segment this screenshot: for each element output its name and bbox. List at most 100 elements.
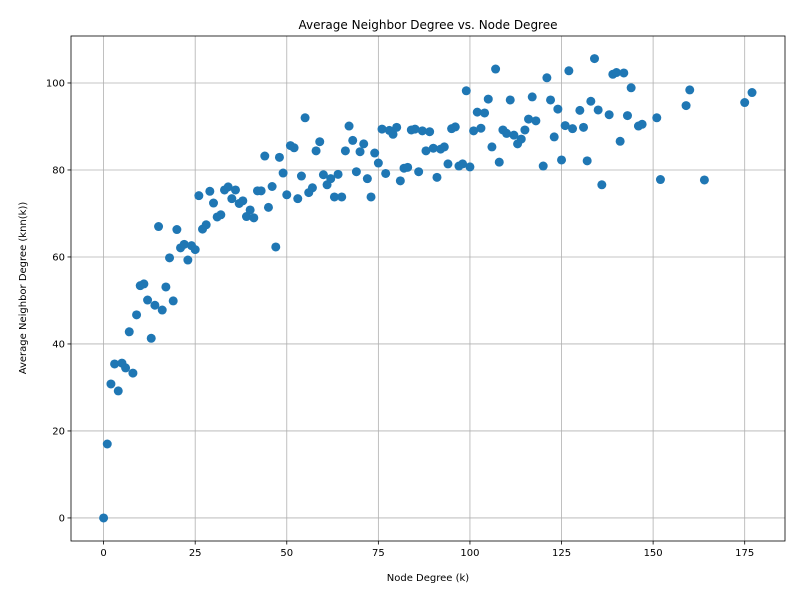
- data-point: [227, 194, 237, 204]
- data-point: [564, 66, 574, 76]
- data-point: [216, 210, 226, 220]
- data-point: [432, 172, 442, 182]
- data-point: [249, 213, 259, 223]
- data-point: [366, 192, 376, 202]
- data-point: [531, 116, 541, 126]
- data-point: [359, 139, 369, 149]
- data-point: [626, 83, 636, 93]
- data-point: [373, 158, 383, 168]
- y-tick-label: 0: [59, 513, 65, 524]
- data-point: [557, 155, 567, 165]
- data-point: [201, 220, 211, 230]
- x-tick-label: 75: [372, 548, 385, 559]
- data-point: [355, 147, 365, 157]
- data-point: [124, 327, 134, 337]
- data-point: [542, 73, 552, 83]
- data-point: [428, 143, 438, 153]
- data-point: [256, 186, 266, 196]
- data-point: [274, 152, 284, 162]
- data-point: [150, 300, 160, 310]
- data-point: [491, 64, 501, 74]
- y-tick-label: 80: [52, 165, 65, 176]
- data-points: [99, 54, 757, 523]
- data-point: [476, 123, 486, 133]
- data-point: [590, 54, 600, 64]
- data-point: [333, 169, 343, 179]
- data-point: [421, 146, 431, 156]
- data-point: [520, 125, 530, 135]
- data-point: [362, 174, 372, 184]
- data-point: [267, 181, 277, 191]
- data-point: [480, 108, 490, 118]
- data-point: [165, 253, 175, 263]
- data-point: [502, 128, 512, 138]
- data-point: [190, 245, 200, 255]
- y-axis-label: Average Neighbor Degree (knn(k)): [18, 202, 29, 375]
- data-point: [615, 136, 625, 146]
- data-point: [318, 170, 328, 180]
- chart-title: Average Neighbor Degree vs. Node Degree: [299, 18, 558, 32]
- data-point: [315, 137, 325, 147]
- data-point: [311, 146, 321, 156]
- data-point: [282, 190, 292, 200]
- data-point: [381, 168, 391, 178]
- data-point: [370, 148, 380, 158]
- data-point: [289, 143, 299, 153]
- data-point: [128, 368, 138, 378]
- data-point: [340, 146, 350, 156]
- data-point: [637, 119, 647, 129]
- data-point: [377, 124, 387, 134]
- data-point: [263, 202, 273, 212]
- data-point: [403, 162, 413, 172]
- data-point: [329, 192, 339, 202]
- data-point: [681, 101, 691, 111]
- data-point: [293, 194, 303, 204]
- data-point: [560, 121, 570, 131]
- data-point: [655, 175, 665, 185]
- data-point: [604, 110, 614, 120]
- data-point: [611, 68, 621, 78]
- data-point: [161, 282, 171, 292]
- data-point: [622, 111, 632, 121]
- data-point: [99, 513, 109, 523]
- data-point: [102, 439, 112, 449]
- data-point: [146, 333, 156, 343]
- data-point: [516, 134, 526, 144]
- x-tick-label: 150: [644, 548, 663, 559]
- y-axis-ticks: 0 20 40 60 80 100: [46, 78, 71, 524]
- data-point: [337, 192, 347, 202]
- data-point: [209, 198, 219, 208]
- data-point: [223, 182, 233, 192]
- data-point: [154, 222, 164, 232]
- data-point: [619, 68, 629, 78]
- data-point: [392, 122, 402, 132]
- x-tick-label: 125: [552, 548, 571, 559]
- data-point: [168, 296, 178, 306]
- data-point: [740, 98, 750, 108]
- data-point: [106, 379, 116, 389]
- data-point: [113, 386, 123, 396]
- data-point: [241, 212, 251, 222]
- data-point: [527, 92, 537, 102]
- data-point: [538, 161, 548, 171]
- data-point: [443, 159, 453, 169]
- data-point: [549, 132, 559, 142]
- data-point: [472, 107, 482, 117]
- data-point: [417, 126, 427, 136]
- data-point: [307, 183, 317, 193]
- data-point: [593, 105, 603, 115]
- plot-frame: [70, 35, 786, 542]
- data-point: [685, 85, 695, 95]
- x-tick-label: 25: [189, 548, 202, 559]
- data-point: [597, 180, 607, 190]
- data-point: [238, 196, 248, 206]
- data-point: [157, 305, 167, 315]
- data-point: [575, 105, 585, 115]
- x-tick-label: 175: [735, 548, 754, 559]
- data-point: [487, 142, 497, 152]
- data-point: [461, 86, 471, 96]
- data-point: [699, 175, 709, 185]
- data-point: [505, 95, 515, 105]
- data-point: [586, 96, 596, 106]
- data-point: [509, 130, 519, 140]
